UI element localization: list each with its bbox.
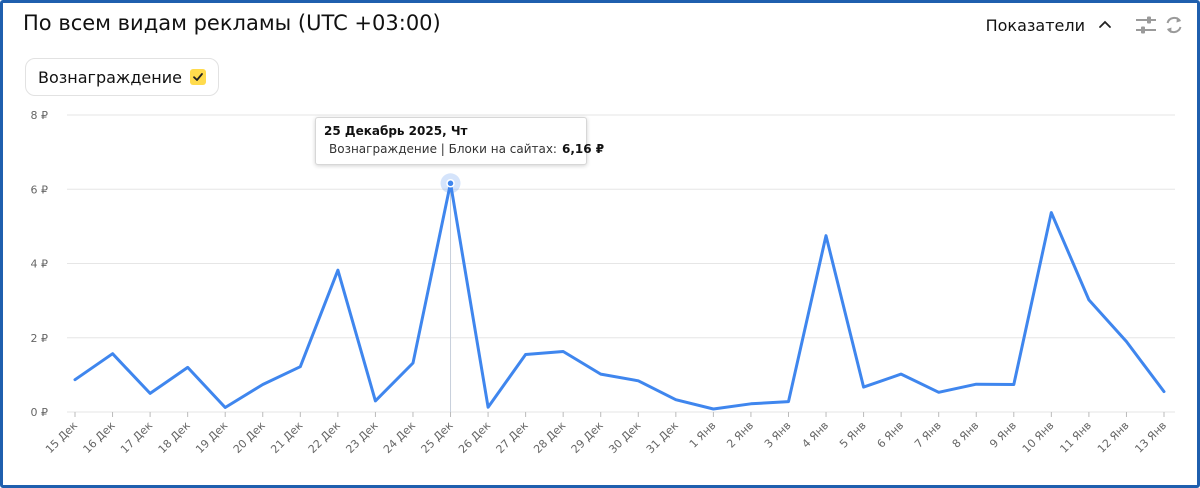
x-tick-label: 29 Дек xyxy=(569,419,606,456)
x-tick-label: 15 Дек xyxy=(43,419,80,456)
chart-tooltip: 25 Декабрь 2025, Чт Вознаграждение | Бло… xyxy=(315,117,604,165)
metrics-toggle-button[interactable]: Показатели xyxy=(986,13,1117,37)
x-tick-label: 12 Янв xyxy=(1095,419,1132,456)
x-tick-label: 26 Дек xyxy=(456,419,493,456)
y-tick-label: 2 ₽ xyxy=(31,332,49,345)
x-tick-label: 6 Янв xyxy=(875,419,907,451)
sliders-icon[interactable] xyxy=(1133,13,1159,37)
x-tick-label: 25 Дек xyxy=(419,419,456,456)
x-tick-label: 3 Янв xyxy=(762,419,794,451)
metric-chip-reward[interactable]: Вознаграждение xyxy=(25,58,219,96)
y-tick-label: 4 ₽ xyxy=(31,258,49,271)
hover-point xyxy=(446,179,455,188)
x-tick-label: 24 Дек xyxy=(381,419,418,456)
x-tick-label: 19 Дек xyxy=(193,419,230,456)
chevron-up-icon xyxy=(1099,20,1111,28)
y-tick-label: 8 ₽ xyxy=(31,109,49,122)
x-tick-label: 5 Янв xyxy=(837,419,869,451)
x-tick-label: 10 Янв xyxy=(1020,419,1057,456)
tooltip-row: Вознаграждение | Блоки на сайтах: 6,16 ₽ xyxy=(324,142,604,156)
y-tick-label: 6 ₽ xyxy=(31,183,49,196)
widget-controls: Показатели xyxy=(986,13,1187,37)
x-tick-label: 1 Янв xyxy=(687,419,719,451)
x-tick-label: 4 Янв xyxy=(799,419,831,451)
x-tick-label: 18 Дек xyxy=(156,419,193,456)
chip-label: Вознаграждение xyxy=(38,67,182,87)
x-tick-label: 27 Дек xyxy=(494,419,531,456)
x-tick-label: 30 Дек xyxy=(606,419,643,456)
metrics-label: Показатели xyxy=(985,15,1085,35)
x-tick-label: 13 Янв xyxy=(1132,419,1169,456)
tooltip-date: 25 Декабрь 2025, Чт xyxy=(324,124,468,138)
line-chart: 0 ₽2 ₽4 ₽6 ₽8 ₽15 Дек 16 Дек 17 Дек 18 Дек 1… xyxy=(31,109,1175,456)
y-tick-label: 0 ₽ xyxy=(31,406,49,419)
tooltip-series-label: Вознаграждение | Блоки на сайтах: xyxy=(329,142,557,156)
x-tick-label: 23 Дек xyxy=(343,419,380,456)
x-tick-label: 31 Дек xyxy=(644,419,681,456)
x-tick-label: 11 Янв xyxy=(1057,419,1094,456)
x-tick-label: 21 Дек xyxy=(268,419,305,456)
x-tick-label: 16 Дек xyxy=(81,419,118,456)
refresh-icon[interactable] xyxy=(1161,13,1187,37)
series-line xyxy=(73,181,1166,411)
x-tick-label: 9 Янв xyxy=(987,419,1019,451)
x-tick-label: 17 Дек xyxy=(118,419,155,456)
x-tick-label: 20 Дек xyxy=(231,419,268,456)
x-tick-label: 7 Янв xyxy=(912,419,944,451)
tooltip-value: 6,16 ₽ xyxy=(561,142,605,156)
checkmark-icon[interactable] xyxy=(189,69,206,85)
x-tick-label: 28 Дек xyxy=(531,419,568,456)
x-tick-label: 2 Янв xyxy=(724,419,756,451)
x-tick-label: 8 Янв xyxy=(950,419,982,451)
x-tick-label: 22 Дек xyxy=(306,419,343,456)
widget-title: По всем видам рекламы (UTC +03:00) xyxy=(23,11,441,35)
